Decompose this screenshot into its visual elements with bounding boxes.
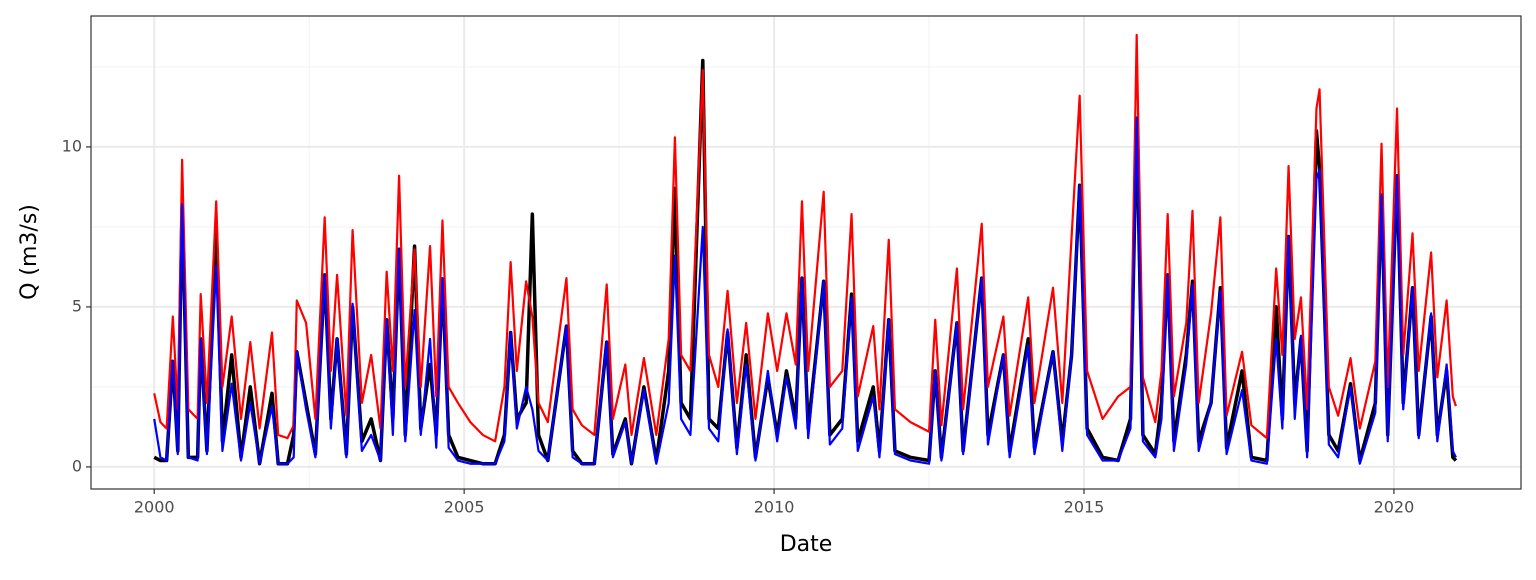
- series-line: [153, 33, 1457, 443]
- x-tick-label: 2000: [134, 498, 175, 517]
- y-tick-label: 0: [72, 456, 82, 475]
- y-tick-label: 5: [72, 296, 82, 315]
- series-line: [153, 116, 1457, 465]
- axes: 2000 2005 2010 2015 2020 0 5 10: [62, 136, 1415, 516]
- x-tick-label: 2010: [754, 498, 795, 517]
- y-tick-label: 10: [62, 136, 82, 155]
- x-tick-label: 2015: [1064, 498, 1105, 517]
- x-tick-label: 2005: [444, 498, 485, 517]
- panel-border: [90, 15, 1522, 490]
- y-axis-title: Q (m3/s): [17, 204, 42, 300]
- x-tick-label: 2020: [1374, 498, 1415, 517]
- x-axis-title: Date: [780, 532, 833, 557]
- plot-area: [153, 33, 1458, 466]
